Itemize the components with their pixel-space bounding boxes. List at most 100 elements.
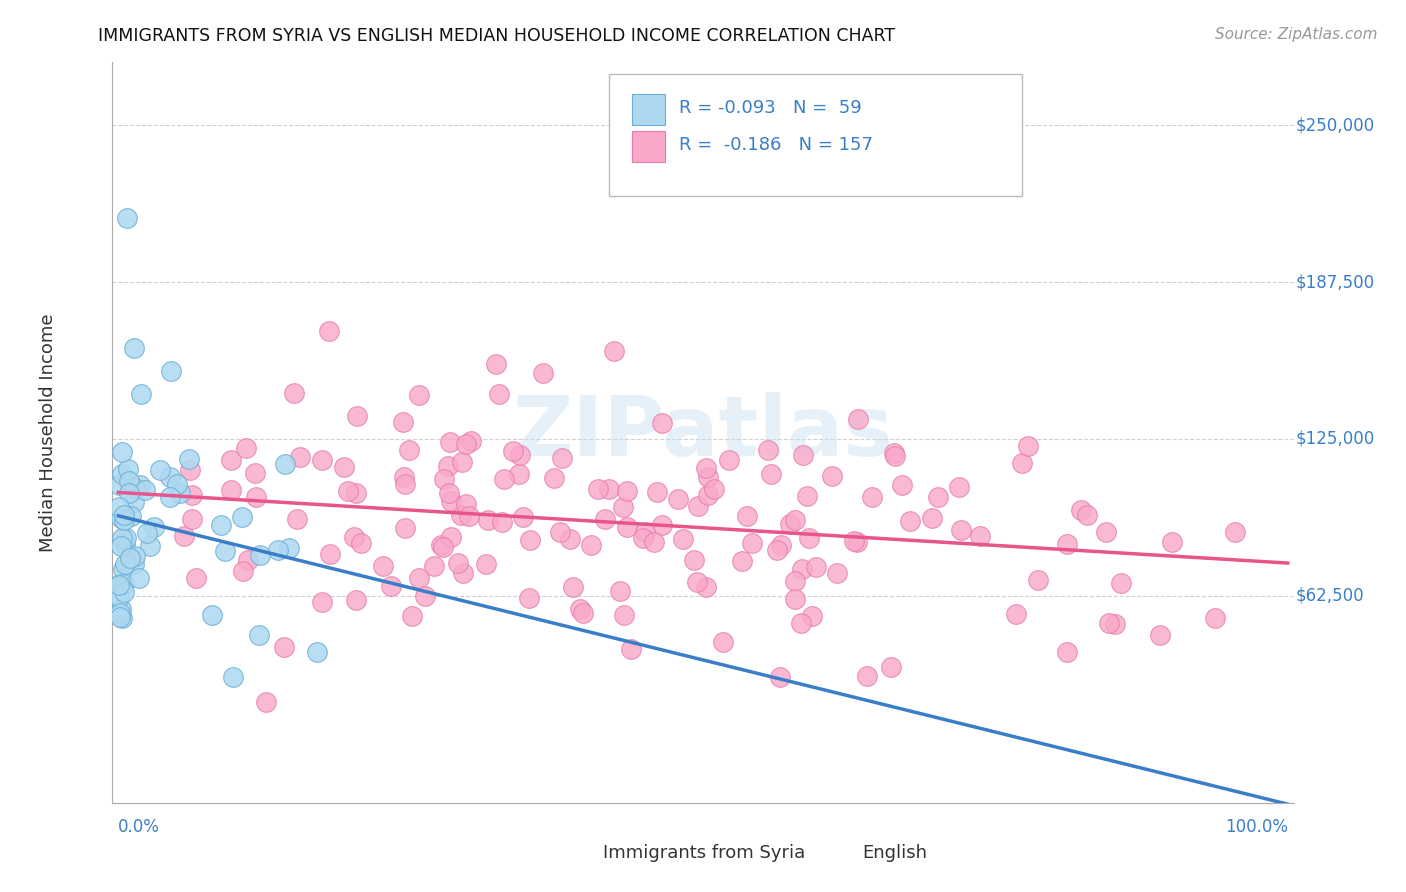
Point [371, 558, 394, 573]
Point [695, 461, 717, 475]
Point [337, 483, 360, 498]
Point [408, 571, 430, 585]
Point [891, 478, 914, 492]
Text: ZIPatlas: ZIPatlas [513, 392, 893, 473]
Point [166, 477, 188, 491]
Point [112, 513, 135, 527]
Point [880, 660, 903, 674]
Point [883, 449, 905, 463]
Point [134, 483, 156, 498]
Point [491, 515, 513, 529]
Point [249, 548, 271, 562]
Point [238, 553, 260, 567]
FancyBboxPatch shape [609, 73, 1022, 195]
Point [136, 526, 159, 541]
Point [177, 451, 200, 466]
Point [423, 558, 446, 573]
Point [149, 463, 172, 477]
Point [110, 531, 132, 545]
Point [783, 574, 806, 589]
Point [517, 591, 540, 606]
Point [111, 444, 134, 458]
Point [783, 513, 806, 527]
Point [620, 642, 643, 657]
Point [181, 512, 204, 526]
Point [703, 482, 725, 496]
Point [332, 459, 354, 474]
Point [512, 510, 534, 524]
Point [666, 492, 689, 507]
Point [651, 416, 673, 430]
Point [609, 584, 631, 599]
Point [179, 463, 201, 477]
Point [432, 540, 454, 554]
Point [214, 544, 236, 558]
Point [451, 566, 474, 580]
Point [129, 478, 152, 492]
Point [114, 557, 136, 571]
Point [562, 580, 585, 594]
Point [430, 538, 453, 552]
Point [115, 532, 138, 546]
Point [790, 561, 813, 575]
Point [821, 469, 844, 483]
Point [447, 556, 470, 570]
Point [477, 513, 499, 527]
Point [120, 508, 142, 523]
Point [845, 535, 868, 549]
Point [108, 590, 131, 604]
Text: $125,000: $125,000 [1296, 430, 1375, 448]
Point [243, 467, 266, 481]
Point [219, 452, 242, 467]
Point [883, 446, 905, 460]
Point [114, 537, 136, 551]
Point [593, 512, 616, 526]
Point [344, 486, 367, 500]
Point [138, 539, 160, 553]
Point [278, 541, 301, 556]
Point [120, 549, 142, 564]
Point [122, 341, 145, 355]
Point [437, 486, 460, 500]
Point [494, 472, 516, 486]
Point [111, 562, 134, 576]
Point [454, 497, 477, 511]
Point [800, 609, 823, 624]
Point [108, 609, 131, 624]
Point [569, 601, 592, 615]
Point [785, 591, 807, 606]
Point [439, 435, 461, 450]
Text: $250,000: $250,000 [1296, 116, 1375, 134]
Point [117, 486, 139, 500]
Point [401, 608, 423, 623]
Point [111, 467, 134, 481]
Point [159, 469, 181, 483]
FancyBboxPatch shape [561, 842, 595, 864]
Point [502, 444, 524, 458]
Point [1098, 616, 1121, 631]
Point [110, 511, 132, 525]
Point [273, 457, 295, 471]
Point [120, 550, 142, 565]
Point [969, 529, 991, 543]
Point [598, 482, 620, 496]
Point [232, 564, 254, 578]
Point [245, 490, 267, 504]
Point [350, 536, 373, 550]
Point [631, 531, 654, 545]
Point [311, 453, 333, 467]
Point [124, 549, 146, 564]
Point [1225, 524, 1247, 539]
Point [209, 517, 232, 532]
Point [769, 538, 792, 552]
Point [792, 449, 814, 463]
Text: IMMIGRANTS FROM SYRIA VS ENGLISH MEDIAN HOUSEHOLD INCOME CORRELATION CHART: IMMIGRANTS FROM SYRIA VS ENGLISH MEDIAN … [98, 27, 896, 45]
Point [160, 364, 183, 378]
Point [115, 211, 138, 225]
Point [201, 607, 224, 622]
Point [112, 508, 135, 523]
Point [117, 462, 139, 476]
Point [392, 470, 415, 484]
Text: Median Household Income: Median Household Income [38, 313, 56, 552]
Point [613, 608, 636, 623]
